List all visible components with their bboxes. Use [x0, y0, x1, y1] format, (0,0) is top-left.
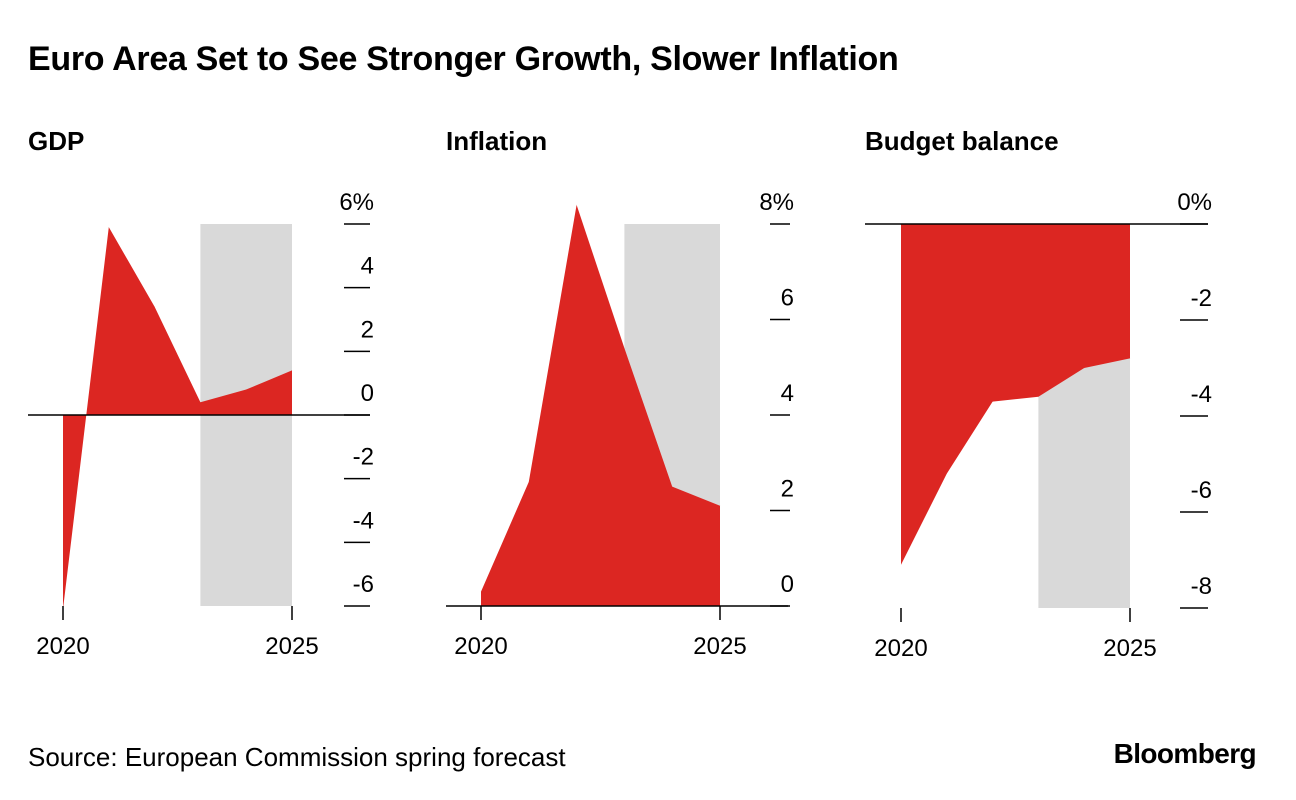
y-tick-label: -6 — [1191, 477, 1212, 504]
page-title: Euro Area Set to See Stronger Growth, Sl… — [28, 40, 899, 78]
x-tick-label: 2025 — [693, 633, 746, 660]
y-tick-label: -6 — [353, 571, 374, 598]
x-tick-label: 2020 — [36, 633, 89, 660]
y-tick-label: 2 — [361, 316, 374, 343]
y-tick-label: -2 — [353, 444, 374, 471]
x-tick-label: 2020 — [454, 633, 507, 660]
y-tick-label: 2 — [781, 476, 794, 503]
y-tick-label: -4 — [353, 507, 374, 534]
panel-title: GDP — [28, 126, 84, 156]
y-tick-label: -2 — [1191, 285, 1212, 312]
y-tick-label: 4 — [781, 380, 794, 407]
data-area — [63, 227, 292, 610]
x-tick-label: 2025 — [265, 633, 318, 660]
y-tick-label: -4 — [1191, 381, 1212, 408]
source-note: Source: European Commission spring forec… — [28, 742, 566, 772]
x-tick-label: 2025 — [1103, 635, 1156, 662]
y-tick-label: 0 — [361, 380, 374, 407]
y-tick-label: 6% — [339, 189, 374, 216]
bloomberg-logo: Bloomberg — [1113, 738, 1257, 769]
y-tick-label: 0% — [1177, 189, 1212, 216]
y-tick-label: -8 — [1191, 573, 1212, 600]
panel-title: Inflation — [446, 126, 547, 156]
data-area — [901, 224, 1130, 565]
y-tick-label: 0 — [781, 571, 794, 598]
y-tick-label: 4 — [361, 253, 374, 280]
panel-title: Budget balance — [865, 126, 1059, 156]
y-tick-label: 8% — [759, 189, 794, 216]
y-tick-label: 6 — [781, 285, 794, 312]
x-tick-label: 2020 — [874, 635, 927, 662]
data-area — [481, 204, 720, 606]
